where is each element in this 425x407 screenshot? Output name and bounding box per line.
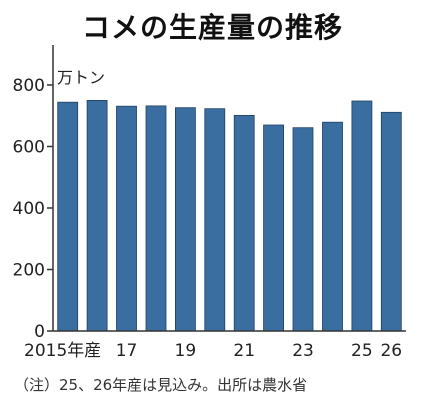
bar-2018	[145, 105, 167, 332]
bar-2020	[204, 108, 226, 332]
bar-2021	[233, 115, 255, 332]
footnote: （注）25、26年産は見込み。出所は農水省	[14, 376, 308, 394]
bar-2024	[322, 121, 343, 332]
x-tick-label: 17	[116, 341, 138, 361]
unit-label: 万トン	[57, 68, 105, 87]
bars	[57, 100, 402, 332]
y-tick-label: 600	[13, 137, 45, 157]
y-tick-label: 800	[13, 76, 45, 96]
bar-2022	[263, 124, 285, 332]
y-tick-label: 0	[34, 322, 45, 342]
bar-2023	[292, 127, 314, 332]
bar-2017	[116, 105, 137, 332]
bar-2019	[174, 107, 196, 332]
y-tick-label: 400	[13, 199, 45, 219]
x-tick-label: 21	[233, 341, 255, 361]
x-tick-label: 19	[175, 341, 197, 361]
bar-2015	[57, 101, 79, 332]
y-axis: 0 200 400 600 800	[13, 45, 54, 342]
x-tick-label: 26	[380, 341, 402, 361]
x-tick-label: 2015年産	[24, 341, 101, 361]
y-tick-label: 200	[13, 260, 45, 280]
bar-2025	[351, 100, 373, 332]
x-tick-label: 25	[351, 341, 373, 361]
bar-2016	[86, 100, 108, 332]
x-axis: 2015年産 17 19 21 23 25 26	[24, 330, 406, 361]
x-tick-label: 23	[292, 341, 314, 361]
bar-2026	[380, 111, 402, 332]
chart-title: コメの生産量の推移	[81, 11, 343, 44]
